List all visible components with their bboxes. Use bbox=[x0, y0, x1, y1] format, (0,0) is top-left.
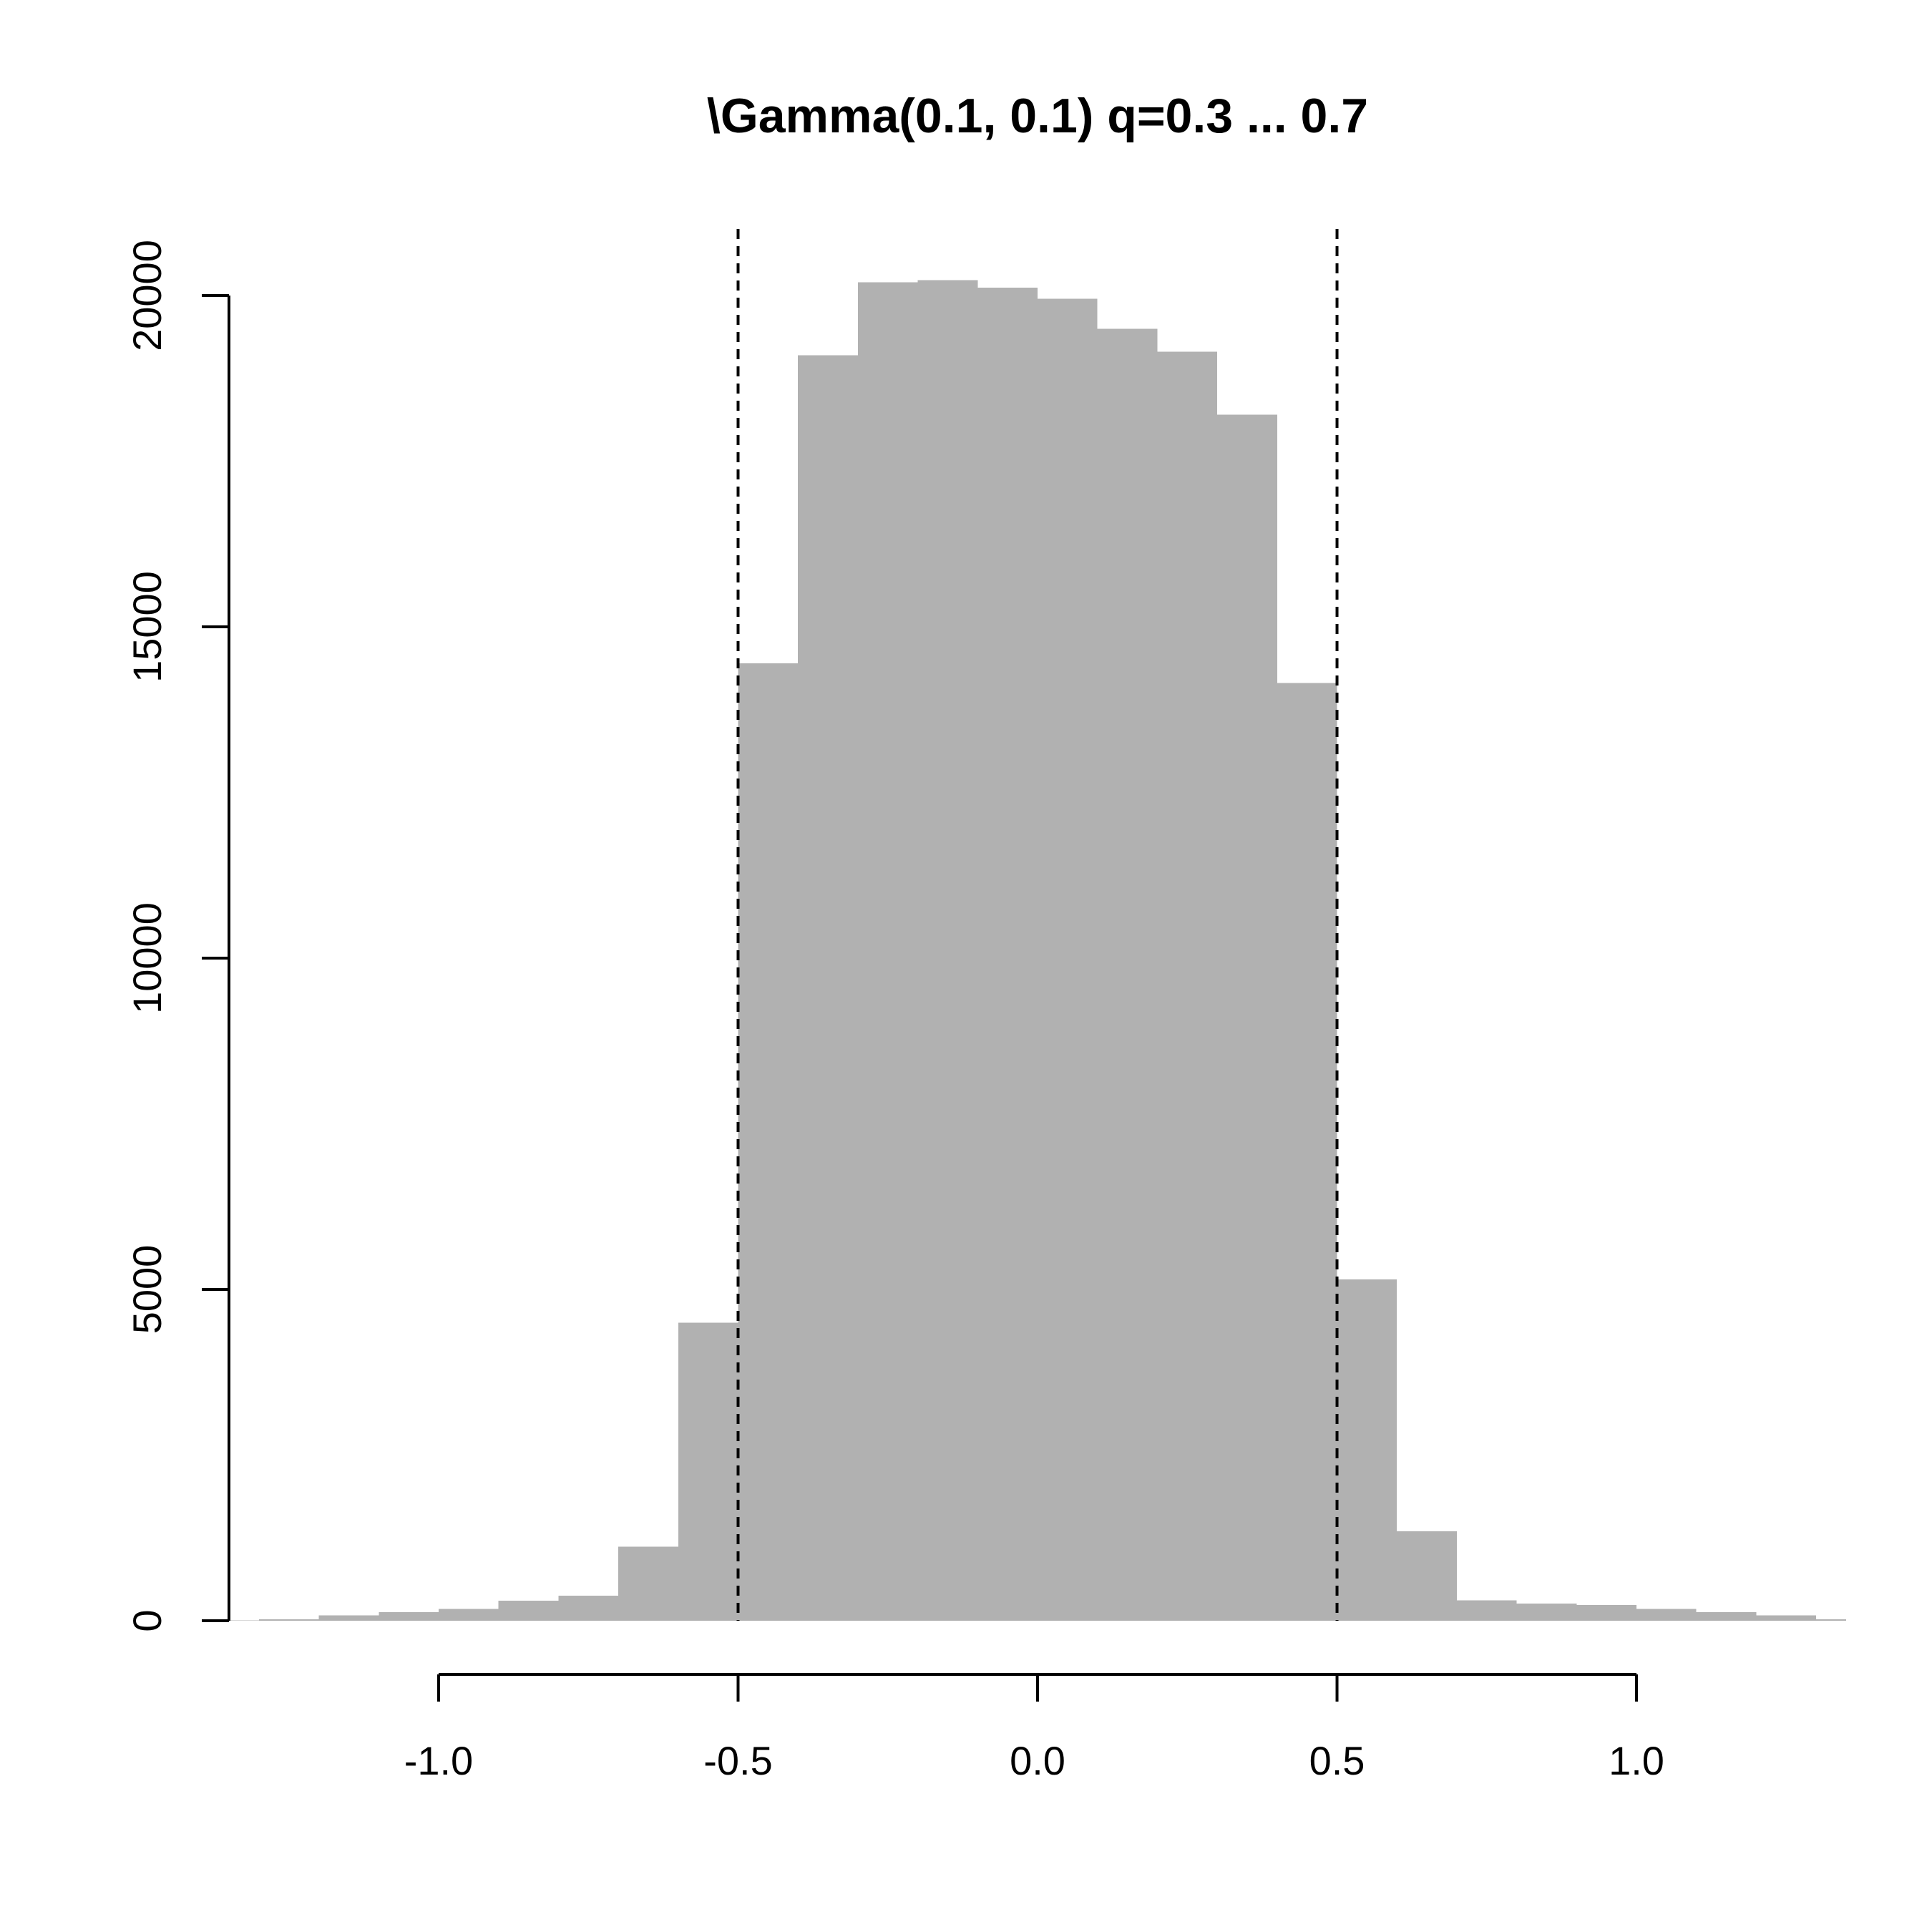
x-tick-label: -0.5 bbox=[703, 1738, 773, 1783]
histogram-bar bbox=[977, 287, 1038, 1621]
histogram-bar bbox=[1097, 328, 1158, 1621]
histogram-bar bbox=[738, 663, 799, 1621]
histogram-bar bbox=[1397, 1531, 1457, 1621]
reference-lines bbox=[736, 229, 1339, 1621]
x-tick-label: 1.0 bbox=[1609, 1738, 1664, 1783]
y-tick-label: 5000 bbox=[125, 1245, 170, 1335]
histogram-bar bbox=[1576, 1604, 1637, 1621]
histogram-bar bbox=[1038, 298, 1098, 1621]
histogram-bar bbox=[1816, 1619, 1846, 1621]
y-axis: 0 5000 10000 15000 20000 bbox=[125, 240, 230, 1632]
histogram-bar bbox=[1456, 1600, 1517, 1621]
histogram-bar bbox=[1516, 1603, 1577, 1621]
histogram-bar bbox=[1636, 1609, 1697, 1621]
histogram-bar bbox=[438, 1609, 499, 1621]
y-tick-label: 20000 bbox=[125, 240, 170, 351]
chart-title: \Gamma(0.1, 0.1) q=0.3 ... 0.7 bbox=[707, 89, 1368, 143]
histogram-bar bbox=[558, 1595, 619, 1621]
histogram-bar bbox=[1157, 351, 1218, 1621]
x-tick-label: 0.0 bbox=[1010, 1738, 1065, 1783]
y-tick-label: 15000 bbox=[125, 571, 170, 683]
histogram-bar bbox=[917, 280, 978, 1621]
histogram-bar bbox=[258, 1619, 319, 1621]
histogram-bar bbox=[498, 1601, 559, 1621]
histogram-bar bbox=[1696, 1611, 1757, 1621]
y-tick-label: 0 bbox=[125, 1609, 170, 1631]
x-axis: -1.0 -0.5 0.0 0.5 1.0 bbox=[404, 1673, 1664, 1783]
histogram-bar bbox=[379, 1611, 439, 1621]
histogram-bar bbox=[1337, 1279, 1397, 1621]
histogram-bar bbox=[618, 1546, 678, 1621]
x-tick-label: -1.0 bbox=[404, 1738, 474, 1783]
histogram-bar bbox=[318, 1615, 379, 1621]
histogram-bar bbox=[1756, 1615, 1817, 1621]
histogram-bar bbox=[798, 355, 858, 1621]
histogram-bar bbox=[857, 282, 918, 1621]
histogram-bar bbox=[1217, 414, 1277, 1621]
histogram-bar bbox=[1277, 683, 1337, 1621]
histogram-bar bbox=[678, 1322, 738, 1621]
histogram-bars bbox=[229, 280, 1846, 1621]
x-tick-label: 0.5 bbox=[1309, 1738, 1365, 1783]
y-tick-label: 10000 bbox=[125, 902, 170, 1014]
